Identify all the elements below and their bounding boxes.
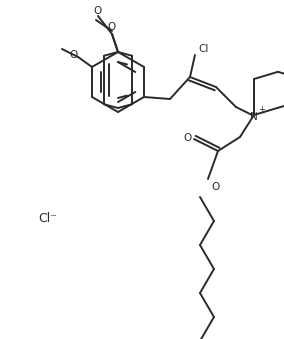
Text: O: O	[69, 50, 77, 60]
Text: O: O	[108, 22, 116, 32]
Text: N: N	[250, 112, 258, 122]
Text: Cl: Cl	[199, 44, 209, 54]
Text: O: O	[93, 6, 101, 16]
Text: O: O	[184, 133, 192, 143]
Text: O: O	[212, 182, 220, 192]
Text: Cl⁻: Cl⁻	[39, 212, 57, 224]
Text: +: +	[258, 105, 266, 115]
